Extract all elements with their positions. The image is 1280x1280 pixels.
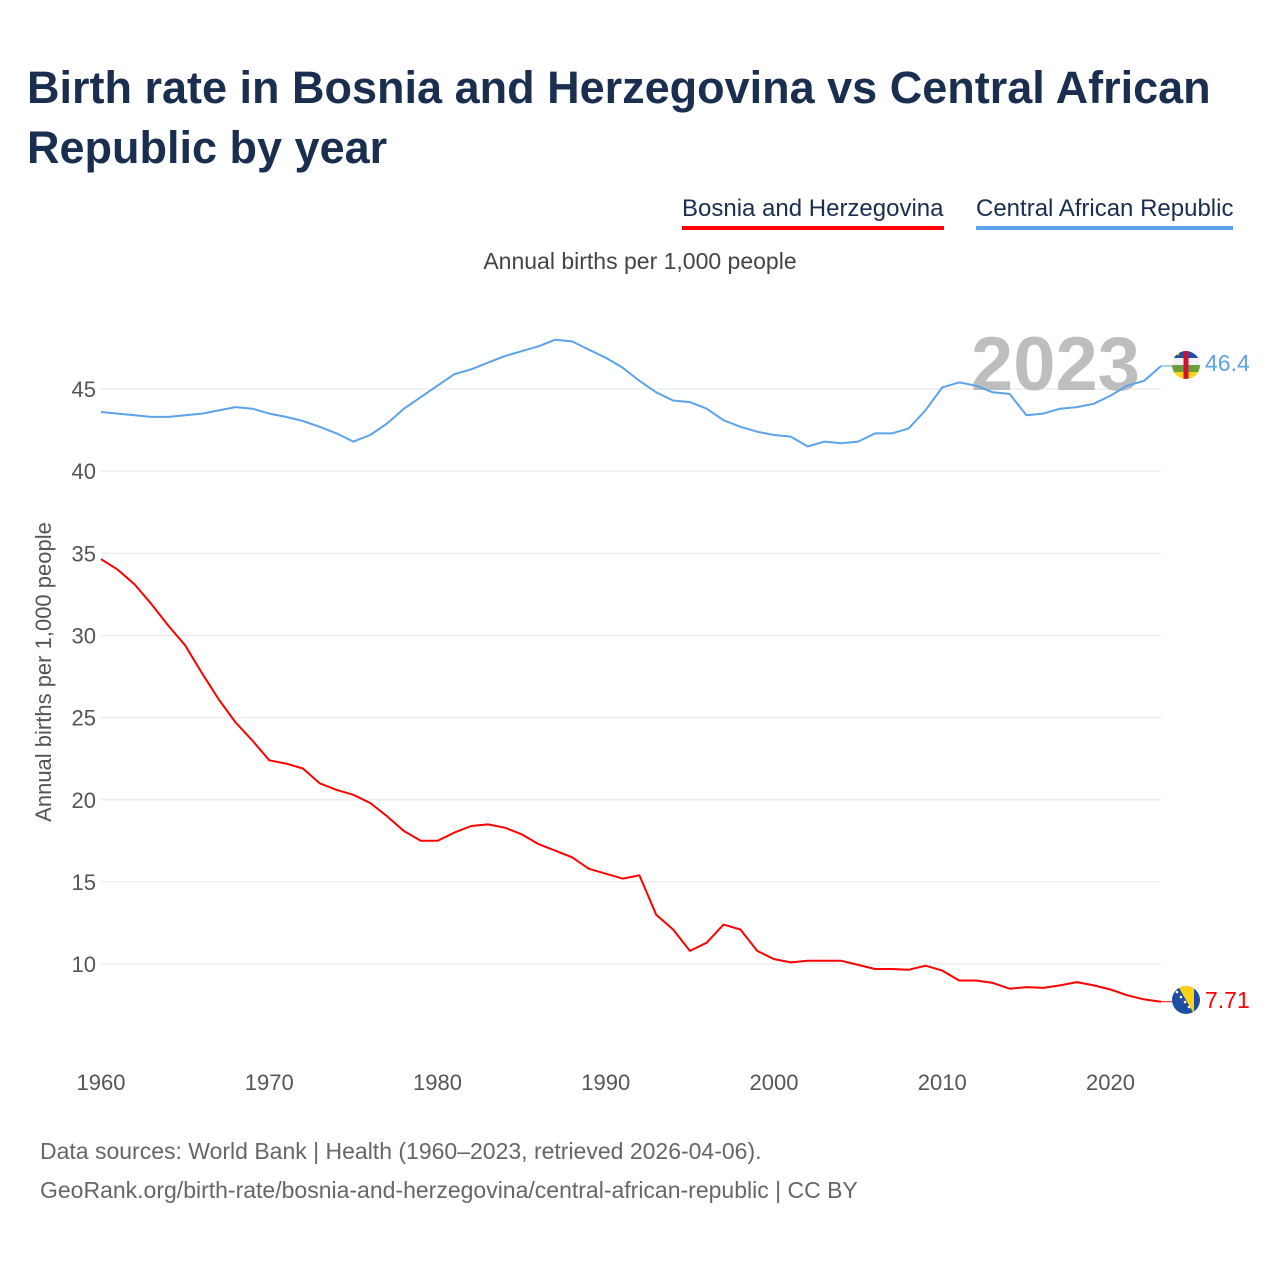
chart-subtitle: Annual births per 1,000 people bbox=[483, 248, 797, 274]
series-line-car bbox=[100, 338, 1162, 448]
y-axis-ticks: 10 15 20 25 30 35 40 45 bbox=[72, 377, 96, 977]
bosnia-flag-icon bbox=[1172, 986, 1200, 1014]
y-tick-label: 25 bbox=[72, 706, 96, 731]
x-tick-label: 2020 bbox=[1086, 1070, 1135, 1095]
x-tick-label: 1980 bbox=[413, 1070, 462, 1095]
car-end-value: 46.4 bbox=[1205, 350, 1250, 376]
legend-item-bosnia[interactable]: Bosnia and Herzegovina bbox=[682, 195, 944, 230]
source-link[interactable]: GeoRank.org/birth-rate/bosnia-and-herzeg… bbox=[40, 1177, 858, 1203]
y-tick-label: 15 bbox=[72, 870, 96, 895]
x-tick-label: 1990 bbox=[581, 1070, 630, 1095]
data-source-note: Data sources: World Bank | Health (1960–… bbox=[40, 1138, 762, 1164]
x-tick-label: 1960 bbox=[77, 1070, 126, 1095]
x-tick-label: 2010 bbox=[918, 1070, 967, 1095]
x-tick-label: 2000 bbox=[750, 1070, 799, 1095]
chart-title: Birth rate in Bosnia and Herzegovina vs … bbox=[27, 62, 1211, 173]
y-axis-label: Annual births per 1,000 people bbox=[31, 522, 56, 822]
y-tick-label: 10 bbox=[72, 952, 96, 977]
legend-item-car[interactable]: Central African Republic bbox=[976, 195, 1234, 230]
x-tick-label: 1970 bbox=[245, 1070, 294, 1095]
y-tick-label: 40 bbox=[72, 459, 96, 484]
series-line-bosnia bbox=[100, 558, 1162, 1003]
y-tick-label: 35 bbox=[72, 541, 96, 566]
y-tick-label: 20 bbox=[72, 788, 96, 813]
gridlines bbox=[101, 388, 1161, 965]
y-tick-label: 30 bbox=[72, 623, 96, 648]
y-tick-label: 45 bbox=[72, 377, 96, 402]
x-axis-ticks: 1960 1970 1980 1990 2000 2010 2020 bbox=[77, 1070, 1135, 1095]
series-lines bbox=[100, 338, 1172, 1003]
car-flag-icon bbox=[1172, 351, 1200, 379]
bosnia-end-value: 7.71 bbox=[1205, 987, 1250, 1013]
